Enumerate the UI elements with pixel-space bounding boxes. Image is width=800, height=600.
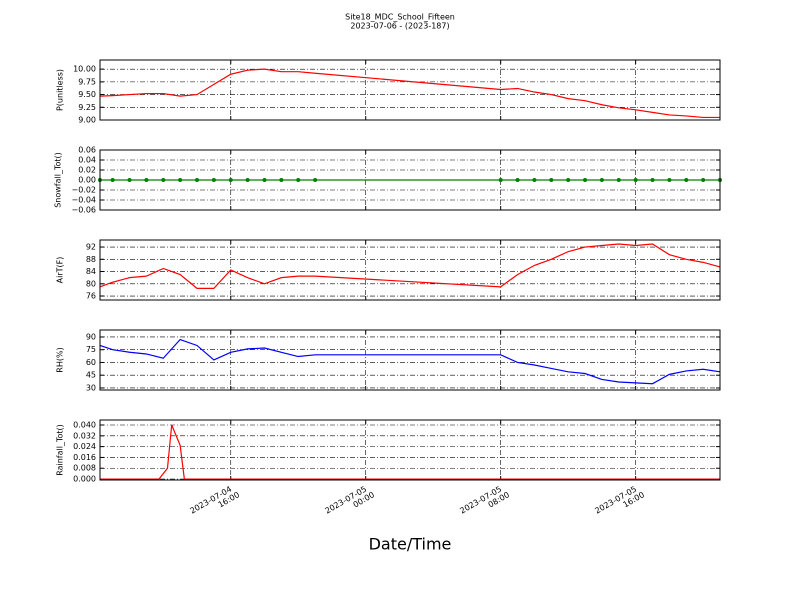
- marker: [195, 178, 200, 182]
- y-tick-label: 76: [86, 292, 96, 301]
- y-tick-label: 10.00: [73, 65, 96, 74]
- y-tick-label: 92: [86, 243, 96, 252]
- marker: [684, 178, 689, 182]
- y-axis-title: P(unitless): [56, 69, 65, 111]
- y-tick-label: 0.00: [78, 176, 96, 185]
- marker: [566, 178, 571, 182]
- panel-frame: [99, 149, 721, 211]
- marker: [532, 178, 537, 182]
- marker: [178, 178, 183, 182]
- y-tick-label: 0.02: [78, 166, 96, 175]
- panel-frame: [99, 239, 721, 301]
- y-tick-label: 0.000: [73, 475, 96, 484]
- y-tick-label: 60: [86, 358, 96, 367]
- marker: [161, 178, 166, 182]
- marker: [144, 178, 149, 182]
- series-line: [99, 68, 720, 119]
- marker: [110, 178, 115, 182]
- marker: [296, 178, 301, 182]
- panel-frame: [99, 329, 721, 391]
- y-tick-label: 9.00: [78, 116, 96, 125]
- marker: [599, 178, 604, 182]
- y-tick-label: 0.040: [73, 421, 96, 430]
- marker: [650, 178, 655, 182]
- marker: [127, 178, 132, 182]
- y-tick-label: 0.06: [78, 146, 96, 155]
- y-tick-label: 9.75: [78, 77, 96, 86]
- x-axis-title: Date/Time: [369, 535, 452, 554]
- y-tick-label: 0.024: [73, 442, 96, 451]
- y-tick-label: 9.50: [78, 90, 96, 99]
- marker: [279, 178, 284, 182]
- y-tick-label: 90: [86, 332, 96, 341]
- panel-frame: [99, 59, 721, 121]
- x-tick-label: 2023-07-0500:00: [323, 482, 376, 523]
- subtitle: 2023-07-06 - (2023-187): [350, 22, 449, 31]
- x-tick-label: 2023-07-0508:00: [458, 482, 511, 523]
- y-tick-label: 84: [86, 267, 96, 276]
- marker: [515, 178, 520, 182]
- y-tick-label: 0.008: [73, 464, 96, 473]
- title: Site18_MDC_School_Fifteen: [345, 13, 455, 22]
- y-tick-label: 9.25: [78, 103, 96, 112]
- y-tick-label: −0.02: [71, 186, 96, 195]
- marker: [549, 178, 554, 182]
- marker: [633, 178, 638, 182]
- marker: [667, 178, 672, 182]
- series-line: [99, 338, 721, 385]
- x-tick-label: 2023-07-0516:00: [593, 482, 646, 523]
- y-axis-title: RH(%): [56, 347, 65, 372]
- y-tick-label: 45: [86, 371, 96, 380]
- marker: [701, 178, 706, 182]
- y-axis-title: AirT(F): [56, 257, 65, 284]
- y-tick-label: 80: [86, 279, 96, 288]
- marker: [313, 178, 318, 182]
- marker: [616, 178, 621, 182]
- panel-frame: [99, 419, 721, 481]
- marker: [228, 178, 233, 182]
- y-tick-label: 0.032: [73, 431, 96, 440]
- y-tick-label: 75: [86, 345, 96, 354]
- y-axis-title: Rainfall_Tot(): [56, 424, 65, 476]
- marker: [583, 178, 588, 182]
- marker: [245, 178, 250, 182]
- y-tick-label: 88: [86, 255, 96, 264]
- marker: [262, 178, 267, 182]
- y-axis-title: Snowfall_Tot(): [54, 152, 63, 208]
- y-tick-label: −0.04: [71, 196, 96, 205]
- marker: [498, 178, 503, 182]
- marker: [211, 178, 216, 182]
- x-tick-label: 2023-07-0416:00: [188, 482, 241, 523]
- y-tick-label: −0.06: [71, 206, 96, 215]
- series-line: [100, 424, 720, 480]
- y-tick-label: 30: [86, 383, 96, 392]
- y-tick-label: 0.016: [73, 453, 96, 462]
- y-tick-label: 0.04: [78, 156, 96, 165]
- series-line: [99, 243, 721, 289]
